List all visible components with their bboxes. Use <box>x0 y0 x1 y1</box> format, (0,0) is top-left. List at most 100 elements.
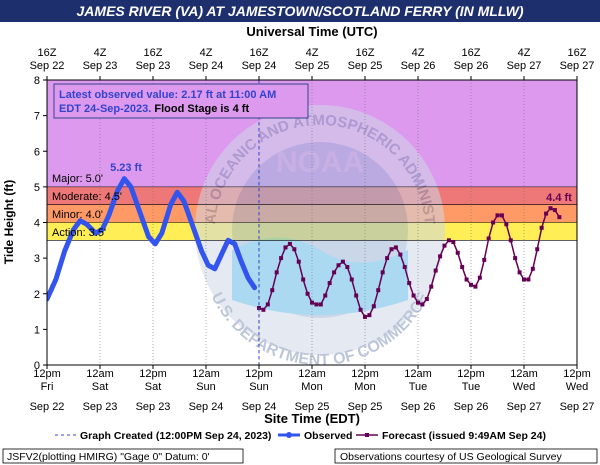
forecast-point <box>301 277 306 282</box>
action-stage-label: Action: 3.5' <box>52 227 106 239</box>
top-tick-time: 16Z <box>38 47 57 59</box>
forecast-point <box>407 281 412 286</box>
forecast-point <box>354 293 359 298</box>
footer-right-box <box>334 448 598 464</box>
y-tick-label: 2 <box>34 289 40 301</box>
forecast-point <box>477 275 482 280</box>
forecast-point <box>429 284 434 289</box>
forecast-point <box>274 270 279 275</box>
forecast-point <box>486 236 491 241</box>
forecast-point <box>473 284 478 289</box>
forecast-point <box>389 247 394 252</box>
chart-title: JAMES RIVER (VA) AT JAMESTOWN/SCOTLAND F… <box>0 0 600 22</box>
forecast-point <box>398 252 403 257</box>
bottom-tick-time: 12am <box>192 368 220 380</box>
forecast-point <box>376 288 381 293</box>
moderate-stage-label: Moderate: 4.5' <box>52 191 122 203</box>
bottom-tick-day: Fri <box>41 381 54 393</box>
top-tick-time: 16Z <box>250 47 269 59</box>
forecast-point <box>314 302 319 307</box>
forecast-point <box>265 302 270 307</box>
bottom-tick-date: Sep 23 <box>136 401 171 413</box>
top-tick-time: 4Z <box>200 47 213 59</box>
bottom-tick-date: Sep 24 <box>242 401 277 413</box>
forecast-point <box>544 211 549 216</box>
forecast-point <box>557 215 562 220</box>
observed-peak-label: 5.23 ft <box>110 162 142 174</box>
info-box: Latest observed value: 2.17 ft at 11:00 … <box>53 83 309 119</box>
forecast-point <box>318 302 323 307</box>
bottom-tick-time: 12pm <box>245 368 273 380</box>
forecast-point <box>349 277 354 282</box>
forecast-point <box>499 213 504 218</box>
forecast-point <box>283 245 288 250</box>
forecast-point <box>508 238 513 243</box>
top-tick-time: 4Z <box>518 47 531 59</box>
bottom-tick-date: Sep 27 <box>507 401 542 413</box>
bottom-tick-time: 12pm <box>33 368 61 380</box>
forecast-point <box>332 270 337 275</box>
forecast-point <box>287 241 292 246</box>
y-tick-label: 8 <box>34 75 40 87</box>
top-tick-date: Sep 24 <box>242 60 277 72</box>
bottom-tick-day: Sat <box>92 381 109 393</box>
bottom-tick-time: 12am <box>298 368 326 380</box>
bottom-tick-time: 12am <box>510 368 538 380</box>
bottom-tick-day: Wed <box>566 381 588 393</box>
forecast-point <box>296 259 301 264</box>
forecast-point <box>358 307 363 312</box>
forecast-point <box>292 247 297 252</box>
forecast-point <box>482 257 487 262</box>
top-tick-time: 4Z <box>306 47 319 59</box>
y-tick-label: 0 <box>34 360 40 372</box>
forecast-point <box>345 265 350 270</box>
bottom-tick-day: Sat <box>145 381 162 393</box>
footer-left-box <box>2 448 244 464</box>
forecast-point <box>513 256 518 261</box>
y-tick-label: 5 <box>34 182 40 194</box>
legend-observed-label: Observed <box>304 430 352 442</box>
footer-right: Observations courtesy of US Geological S… <box>340 451 563 463</box>
top-tick-date: Sep 23 <box>136 60 171 72</box>
bottom-tick-day: Tue <box>462 381 481 393</box>
top-axis-title: Universal Time (UTC) <box>246 24 377 39</box>
forecast-point <box>517 270 522 275</box>
footer-left: JSFV2(plotting HMIRG) "Gage 0" Datum: 0' <box>7 451 210 463</box>
bottom-axis-title: Site Time (EDT) <box>264 411 360 426</box>
y-tick-label: 4 <box>34 218 40 230</box>
info-box-flood-stage: Flood Stage is 4 ft <box>154 103 249 115</box>
forecast-point <box>495 213 500 218</box>
y-tick-label: 6 <box>34 146 40 158</box>
forecast-point <box>424 297 429 302</box>
bottom-tick-date: Sep 23 <box>83 401 118 413</box>
bottom-tick-date: Sep 26 <box>454 401 489 413</box>
forecast-point <box>530 266 535 271</box>
info-box-frame <box>53 83 309 119</box>
noaa-seal-wave <box>232 237 408 315</box>
major-stage-label: Major: 5.0' <box>52 173 103 185</box>
forecast-point <box>438 254 443 259</box>
forecast-point <box>336 263 341 268</box>
forecast-point <box>363 314 367 319</box>
forecast-point <box>380 270 385 275</box>
forecast-point <box>552 208 557 213</box>
bottom-tick-time: 12am <box>86 368 114 380</box>
top-tick-date: Sep 24 <box>189 60 224 72</box>
forecast-point <box>442 243 447 248</box>
forecast-point <box>420 302 425 307</box>
forecast-point <box>411 293 416 298</box>
legend: Graph Created (12:00PM Sep 24, 2023) Obs… <box>55 430 546 442</box>
bottom-tick-day: Wed <box>513 381 535 393</box>
forecast-point <box>402 265 407 270</box>
forecast-point <box>469 282 473 287</box>
top-tick-date: Sep 25 <box>295 60 330 72</box>
bottom-tick-date: Sep 27 <box>560 401 595 413</box>
bottom-tick-date: Sep 24 <box>189 401 224 413</box>
forecast-point <box>451 240 456 245</box>
forecast-point <box>539 225 544 230</box>
forecast-point <box>367 313 372 318</box>
bottom-tick-day: Mon <box>301 381 322 393</box>
top-tick-time: 4Z <box>412 47 425 59</box>
forecast-peak-label: 4.4 ft <box>546 192 572 204</box>
